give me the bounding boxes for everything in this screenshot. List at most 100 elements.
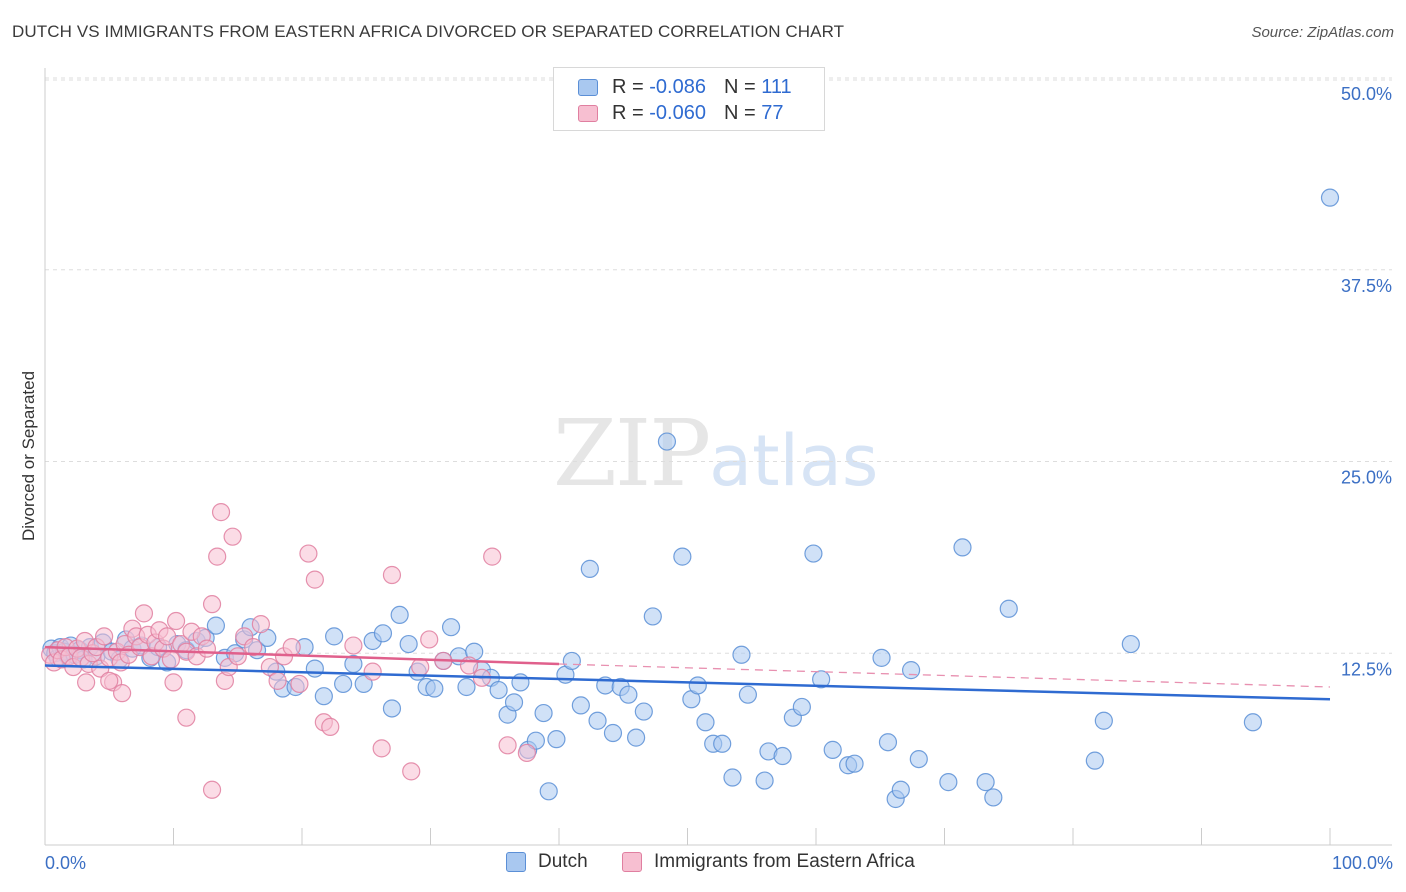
eastern-africa-point xyxy=(202,780,222,799)
dutch-point xyxy=(603,723,623,743)
dutch-point xyxy=(696,713,715,732)
eastern-africa-point xyxy=(498,736,517,755)
gridlines xyxy=(45,77,1392,654)
dutch-point xyxy=(673,547,692,566)
eastern-africa-point xyxy=(305,570,324,589)
dutch-point xyxy=(382,699,402,718)
dutch-point xyxy=(526,731,545,750)
eastern-africa-point xyxy=(517,743,536,763)
eastern-africa-trend-line xyxy=(44,645,560,666)
dutch-point xyxy=(901,661,921,680)
series-swatch-eastern-africa xyxy=(622,852,642,872)
series-legend-dutch: Dutch xyxy=(506,851,588,873)
dutch-point xyxy=(891,780,910,799)
dutch-point xyxy=(425,679,444,698)
dutch-point xyxy=(723,768,742,787)
dutch-point xyxy=(688,676,707,695)
eastern-africa-point xyxy=(197,639,217,658)
dutch-point xyxy=(976,773,995,792)
eastern-africa-point xyxy=(95,627,114,646)
y-tick-label: 37.5% xyxy=(1341,276,1392,296)
trend-lines xyxy=(44,645,1331,701)
eastern-africa-point xyxy=(244,638,263,657)
eastern-africa-point xyxy=(411,657,430,677)
dutch-point xyxy=(305,659,324,678)
dutch-point xyxy=(755,771,774,790)
dutch-point xyxy=(939,773,958,792)
dutch-point xyxy=(804,544,823,563)
dutch-point xyxy=(489,680,508,700)
eastern-africa-point xyxy=(223,527,242,546)
eastern-africa-point xyxy=(202,595,222,614)
dutch-point xyxy=(909,749,928,769)
eastern-africa-point xyxy=(344,636,363,655)
y-tick-label: 12.5% xyxy=(1341,659,1392,679)
dutch-point xyxy=(206,616,226,635)
dutch-point xyxy=(1094,711,1113,730)
dutch-point xyxy=(354,674,373,694)
legend-r-label: R = xyxy=(612,101,644,124)
dutch-point xyxy=(373,624,393,643)
dutch-point xyxy=(792,697,811,717)
dutch-point xyxy=(314,687,333,706)
dutch-point xyxy=(999,599,1018,618)
stats-legend: R = -0.086 N = 111 R = -0.060 N = 77 xyxy=(553,67,825,131)
dutch-point xyxy=(823,740,842,759)
dutch-point xyxy=(812,670,831,689)
eastern-africa-point xyxy=(268,671,287,690)
legend-n-value: 77 xyxy=(761,101,784,124)
eastern-africa-point xyxy=(211,503,231,522)
eastern-africa-point xyxy=(299,544,318,563)
dutch-point xyxy=(562,651,581,671)
dutch-point xyxy=(732,645,751,664)
y-axis-title: Divorced or Separated xyxy=(19,371,38,541)
x-tick-label: 0.0% xyxy=(45,853,86,873)
dutch-point xyxy=(872,648,891,667)
dutch-point xyxy=(588,711,607,730)
dutch-point xyxy=(511,673,530,692)
legend-swatch-dutch xyxy=(578,78,598,96)
dutch-point xyxy=(504,693,524,712)
legend-row-dutch: R = -0.086 N = 111 xyxy=(578,75,792,99)
x-tick-label: 100.0% xyxy=(1332,853,1393,873)
dutch-point xyxy=(399,634,418,654)
dutch-point xyxy=(1243,713,1263,732)
legend-swatch-eastern-africa xyxy=(578,104,598,122)
dutch-point xyxy=(657,432,677,451)
dutch-point xyxy=(441,618,461,637)
dutch-point xyxy=(773,746,792,766)
eastern-africa-point xyxy=(321,717,340,736)
y-tick-label: 50.0% xyxy=(1341,84,1392,104)
dutch-point xyxy=(626,728,646,747)
watermark-zip: ZIP xyxy=(553,400,711,507)
eastern-africa-points xyxy=(41,503,536,799)
tick-labels: 12.5% 25.0% 37.5% 50.0% 0.0% 100.0% xyxy=(45,84,1393,873)
dutch-point xyxy=(390,605,409,625)
legend-n-label: N = xyxy=(723,101,756,124)
eastern-africa-point xyxy=(372,739,391,758)
dutch-point xyxy=(1085,751,1104,770)
eastern-africa-point xyxy=(483,547,502,566)
eastern-africa-point xyxy=(382,565,402,585)
eastern-africa-point xyxy=(112,684,132,703)
dutch-point xyxy=(534,703,553,723)
eastern-africa-point xyxy=(290,674,309,694)
dutch-point xyxy=(571,696,590,715)
dutch-point xyxy=(539,782,558,801)
dutch-point xyxy=(738,685,757,704)
eastern-africa-point xyxy=(208,547,227,566)
eastern-africa-point xyxy=(459,656,479,675)
eastern-africa-point xyxy=(363,662,382,681)
dutch-point xyxy=(713,734,732,753)
dutch-trend-line xyxy=(44,664,1331,701)
axes xyxy=(44,68,1392,846)
eastern-africa-point xyxy=(420,630,439,649)
dutch-point xyxy=(643,607,662,626)
eastern-africa-point xyxy=(282,638,301,657)
legend-r-value: -0.060 xyxy=(649,101,706,124)
eastern-africa-trend-extension xyxy=(558,663,1331,688)
chart-title: DUTCH VS IMMIGRANTS FROM EASTERN AFRICA … xyxy=(12,22,845,41)
series-label-dutch: Dutch xyxy=(538,851,588,872)
dutch-point xyxy=(547,730,566,749)
